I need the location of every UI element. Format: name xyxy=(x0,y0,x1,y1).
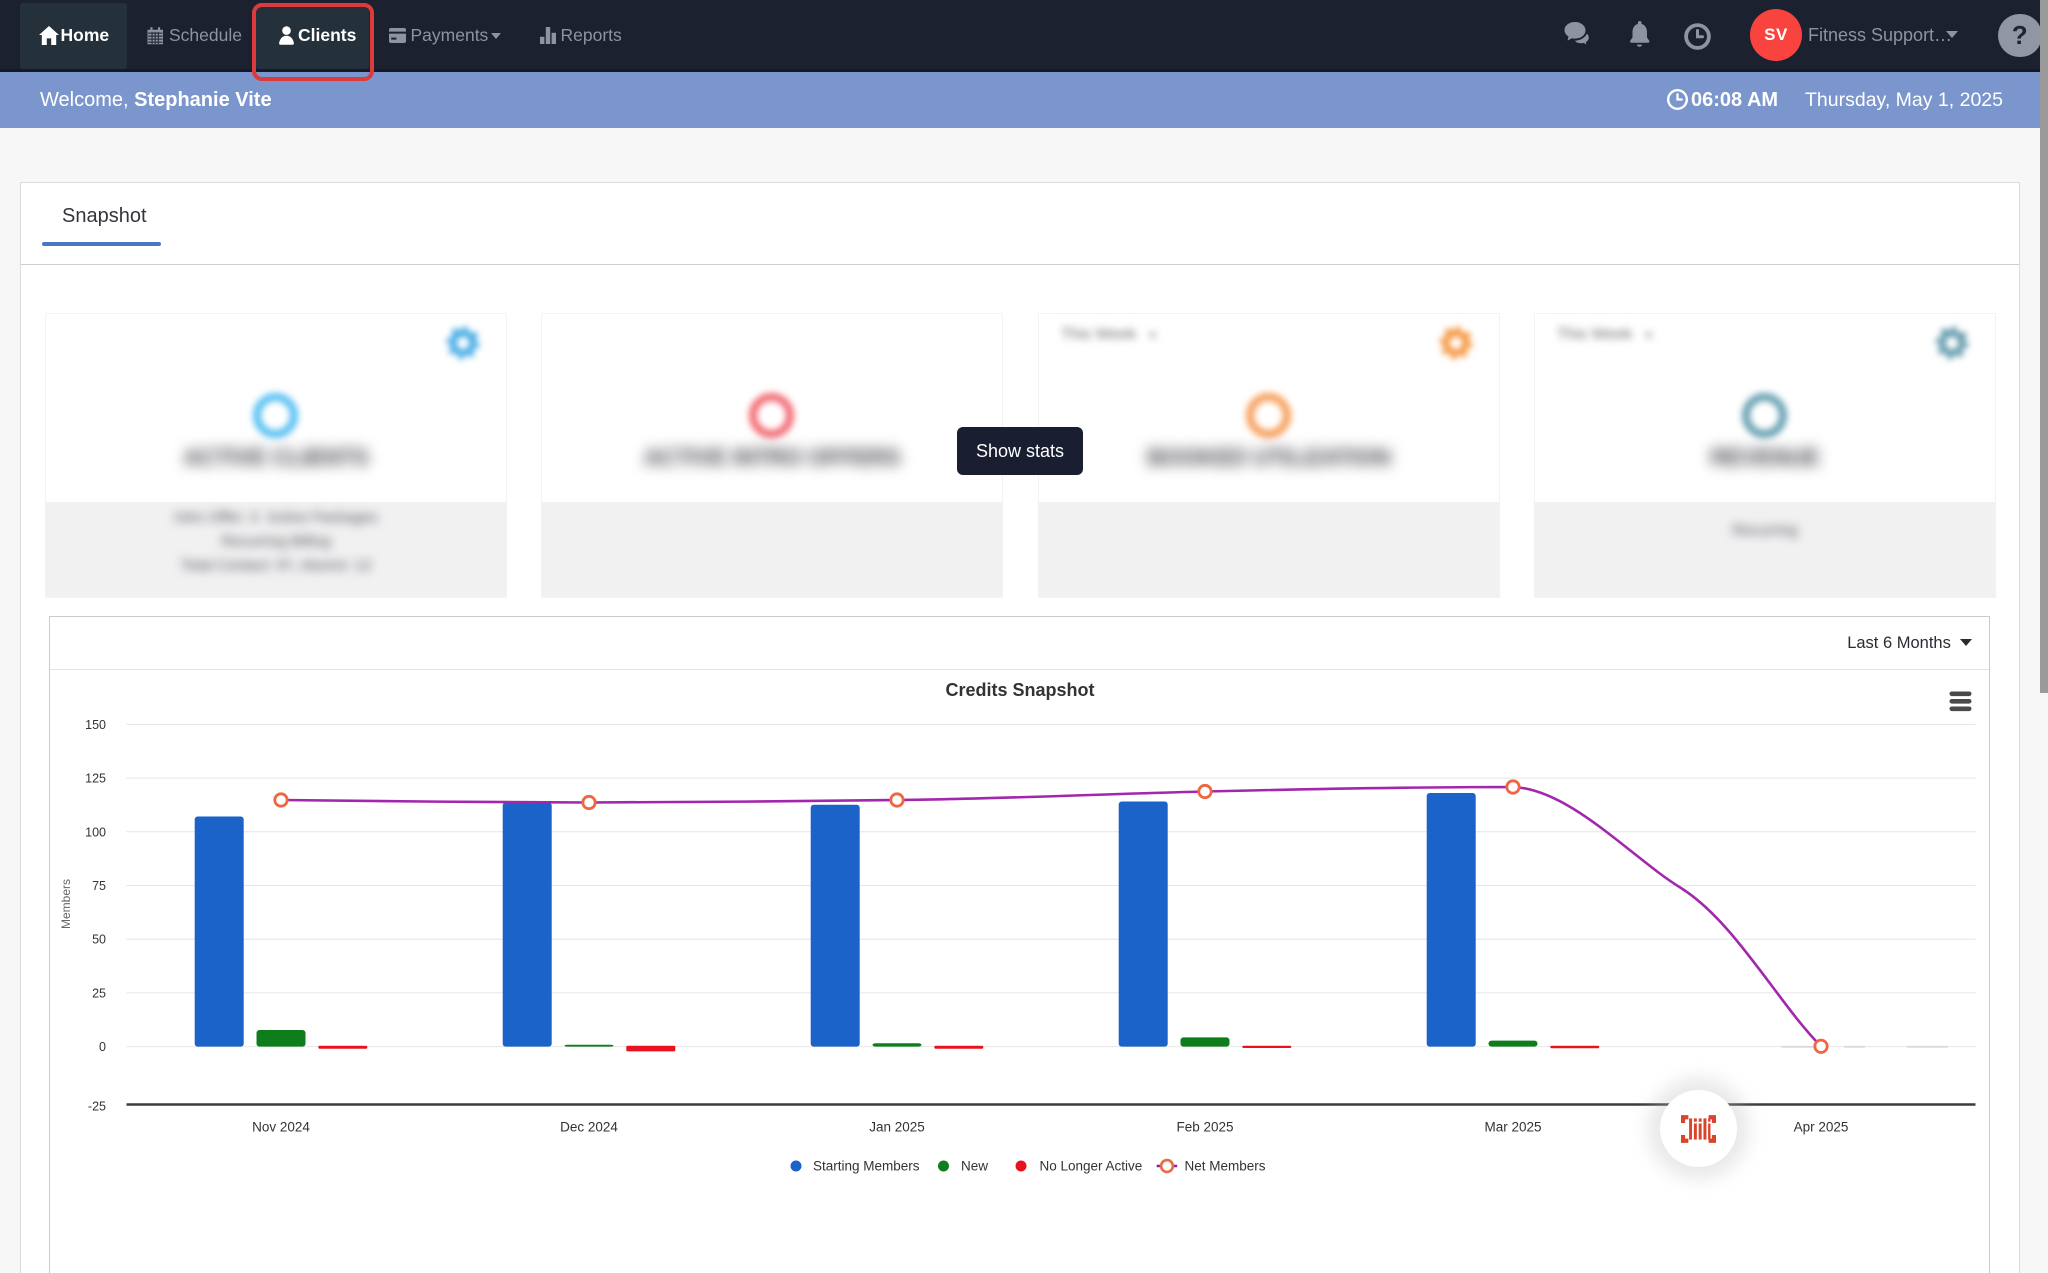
svg-text:Credits Snapshot: Credits Snapshot xyxy=(945,680,1094,700)
svg-text:Nov 2024: Nov 2024 xyxy=(252,1120,310,1135)
svg-text:New: New xyxy=(961,1159,988,1174)
svg-text:0: 0 xyxy=(99,1040,106,1054)
svg-text:125: 125 xyxy=(85,772,106,786)
svg-text:150: 150 xyxy=(85,718,106,732)
svg-text:Jan 2025: Jan 2025 xyxy=(869,1120,925,1135)
svg-text:Members: Members xyxy=(59,879,73,929)
svg-text:100: 100 xyxy=(85,825,106,839)
svg-text:Apr 2025: Apr 2025 xyxy=(1794,1120,1849,1135)
svg-text:50: 50 xyxy=(92,933,106,947)
svg-text:Starting Members: Starting Members xyxy=(813,1159,920,1174)
svg-text:25: 25 xyxy=(92,986,106,1000)
svg-text:Dec 2024: Dec 2024 xyxy=(560,1120,618,1135)
svg-text:-25: -25 xyxy=(88,1100,106,1114)
svg-text:Feb 2025: Feb 2025 xyxy=(1176,1120,1233,1135)
svg-text:No Longer Active: No Longer Active xyxy=(1040,1159,1143,1174)
svg-text:Net Members: Net Members xyxy=(1185,1159,1266,1174)
svg-text:75: 75 xyxy=(92,879,106,893)
svg-text:Mar 2025: Mar 2025 xyxy=(1484,1120,1541,1135)
